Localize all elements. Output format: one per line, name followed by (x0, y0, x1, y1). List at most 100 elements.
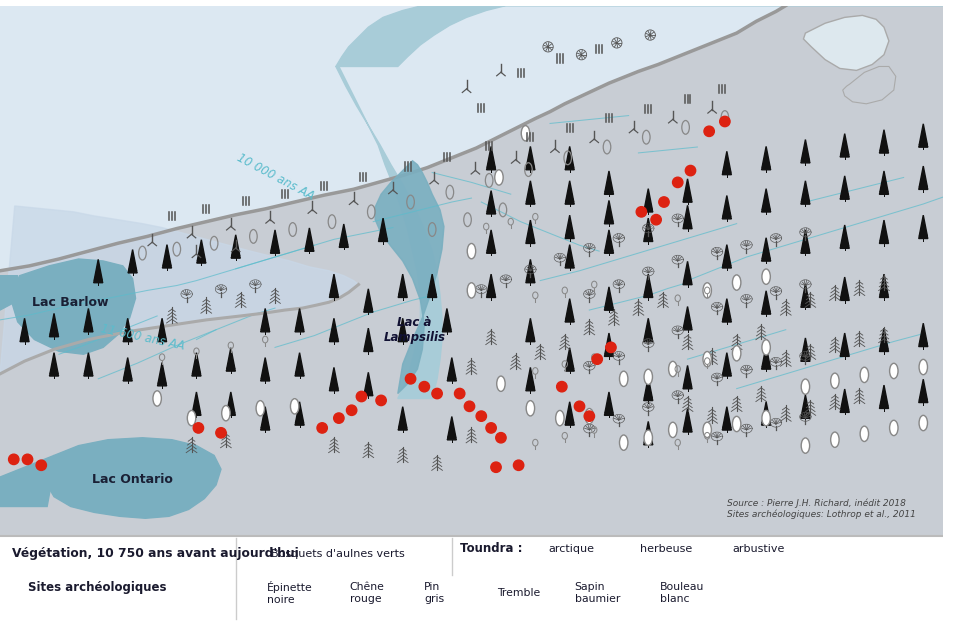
Polygon shape (329, 283, 339, 297)
Polygon shape (565, 224, 574, 238)
Polygon shape (329, 328, 339, 342)
Polygon shape (722, 205, 732, 219)
Polygon shape (761, 411, 771, 425)
Polygon shape (879, 338, 889, 352)
Polygon shape (605, 230, 613, 251)
Polygon shape (565, 254, 574, 268)
Polygon shape (723, 353, 731, 374)
Polygon shape (20, 328, 29, 342)
Polygon shape (443, 318, 451, 332)
Text: Sites archéologiques: Sites archéologiques (28, 581, 166, 594)
Polygon shape (231, 235, 240, 256)
Polygon shape (336, 6, 943, 399)
Text: Lac à
Lampsilis: Lac à Lampsilis (383, 316, 445, 344)
Polygon shape (879, 139, 889, 153)
Polygon shape (565, 181, 574, 202)
Polygon shape (526, 377, 535, 391)
Circle shape (636, 207, 647, 217)
Polygon shape (227, 357, 235, 371)
Polygon shape (801, 293, 810, 307)
Polygon shape (723, 407, 731, 428)
Polygon shape (761, 198, 771, 212)
Polygon shape (487, 274, 495, 295)
Circle shape (495, 433, 506, 443)
Ellipse shape (526, 401, 535, 416)
Polygon shape (526, 260, 535, 281)
Polygon shape (605, 171, 613, 192)
Polygon shape (375, 161, 444, 394)
Circle shape (317, 423, 327, 433)
Ellipse shape (521, 125, 530, 141)
Polygon shape (50, 353, 59, 374)
Polygon shape (766, 11, 943, 320)
Polygon shape (919, 176, 928, 189)
Polygon shape (197, 250, 206, 263)
Polygon shape (841, 225, 849, 246)
Polygon shape (843, 66, 896, 104)
Ellipse shape (644, 369, 653, 384)
Polygon shape (840, 143, 850, 157)
Polygon shape (526, 156, 535, 170)
Text: Chêne
rouge: Chêne rouge (349, 582, 385, 604)
Polygon shape (49, 362, 59, 376)
Ellipse shape (802, 438, 809, 453)
Polygon shape (683, 215, 692, 229)
Circle shape (491, 462, 501, 472)
Circle shape (356, 391, 367, 402)
Polygon shape (364, 289, 372, 310)
Polygon shape (761, 356, 771, 369)
Ellipse shape (668, 361, 677, 377)
Polygon shape (192, 392, 201, 413)
Polygon shape (605, 240, 613, 253)
Polygon shape (565, 147, 574, 167)
Ellipse shape (762, 269, 770, 284)
Polygon shape (880, 274, 888, 295)
Polygon shape (802, 140, 809, 161)
Polygon shape (880, 171, 888, 192)
Polygon shape (447, 357, 456, 379)
Polygon shape (802, 230, 809, 251)
Polygon shape (49, 323, 59, 337)
Polygon shape (47, 438, 221, 519)
Polygon shape (447, 416, 456, 438)
Polygon shape (398, 274, 407, 295)
Ellipse shape (641, 584, 651, 601)
Polygon shape (364, 372, 372, 394)
Text: Toundra :: Toundra : (460, 542, 522, 556)
Polygon shape (329, 377, 339, 391)
Ellipse shape (703, 352, 711, 367)
Polygon shape (398, 407, 407, 428)
Polygon shape (260, 318, 270, 332)
Polygon shape (919, 124, 927, 145)
Text: 10 000 ans AA: 10 000 ans AA (234, 152, 316, 203)
Ellipse shape (619, 371, 628, 386)
Polygon shape (565, 245, 574, 266)
Polygon shape (919, 379, 927, 401)
Polygon shape (330, 274, 338, 295)
Polygon shape (526, 367, 535, 389)
Polygon shape (879, 181, 889, 194)
Circle shape (584, 411, 594, 421)
Polygon shape (330, 319, 338, 340)
Polygon shape (129, 250, 136, 271)
Polygon shape (12, 259, 135, 354)
Polygon shape (605, 333, 613, 354)
Text: Tremble: Tremble (497, 588, 540, 598)
Ellipse shape (556, 411, 564, 426)
Polygon shape (526, 191, 535, 204)
Polygon shape (605, 342, 613, 356)
Circle shape (606, 342, 616, 352)
Polygon shape (840, 234, 850, 248)
Polygon shape (305, 228, 314, 249)
Circle shape (405, 374, 416, 384)
Polygon shape (802, 284, 809, 305)
Polygon shape (643, 387, 653, 401)
Polygon shape (261, 407, 270, 428)
Polygon shape (260, 367, 270, 381)
Ellipse shape (860, 426, 869, 441)
Polygon shape (84, 318, 93, 332)
Polygon shape (163, 245, 171, 266)
Polygon shape (801, 404, 810, 418)
Text: Lac Ontario: Lac Ontario (92, 473, 173, 485)
Polygon shape (0, 6, 943, 536)
